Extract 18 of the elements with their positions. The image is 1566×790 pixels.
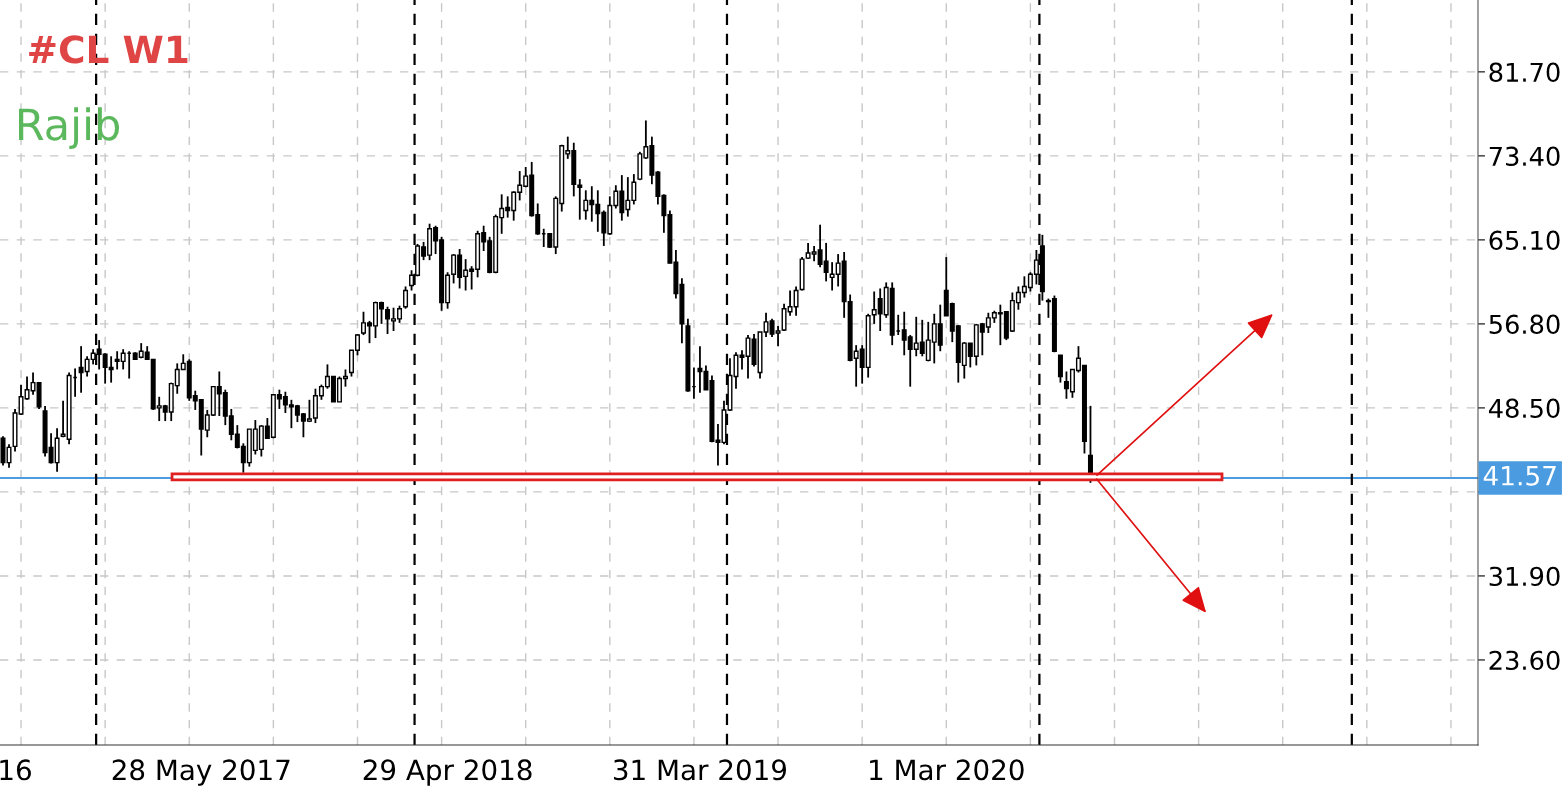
ref-line-label: 41.57 <box>1483 466 1556 486</box>
x-tick-label: 16 <box>0 759 31 781</box>
x-tick-label: 29 Apr 2018 <box>363 759 532 786</box>
text: #CL W1 <box>29 35 188 64</box>
y-tick-label: 73.40 <box>1489 146 1560 166</box>
y-tick-label: 56.80 <box>1489 314 1560 335</box>
text: Rajib <box>19 107 120 149</box>
y-tick-label: 23.60 <box>1489 650 1560 671</box>
candlestick <box>577 178 583 221</box>
y-tick-label: 65.10 <box>1489 230 1560 251</box>
y-tick-label: 48.50 <box>1488 398 1560 419</box>
candlestick <box>1057 354 1063 384</box>
x-tick-label: 31 Mar 2019 <box>614 759 787 781</box>
y-tick-label: 81.70 <box>1489 62 1560 82</box>
x-tick-label: 1 Mar 2020 <box>870 759 1024 781</box>
candlestick <box>403 285 409 310</box>
y-tick-label: 31.90 <box>1489 566 1560 587</box>
x-tick-label: 28 May 2017 <box>112 759 290 786</box>
